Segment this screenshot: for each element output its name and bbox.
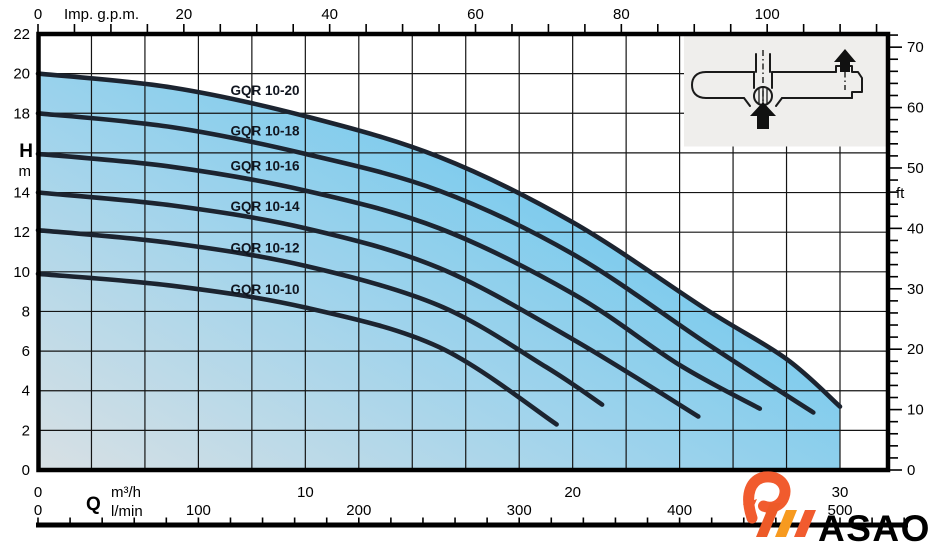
logo-stripe-3 <box>794 510 816 537</box>
lmin-tick-label: 400 <box>667 502 692 519</box>
pump-schematic-inset <box>684 34 886 147</box>
h-tick-label: 4 <box>22 383 30 400</box>
curves-layer: GQR 10-20 GQR 10-18 GQR 10-16 GQR 10-14 GQR … <box>35 71 843 427</box>
h-tick-label: 10 <box>13 264 30 281</box>
curve-label: GQR 10-20 <box>230 83 299 98</box>
lmin-tick-label: 500 <box>827 502 852 519</box>
gpm-tick-label: 0 <box>34 6 42 23</box>
lmin-axis-unit: l/min <box>111 503 143 520</box>
h-tick-label: 6 <box>22 343 30 360</box>
pump-left-cap <box>691 71 707 99</box>
pump-curve <box>35 151 763 411</box>
ft-tick-label: 70 <box>907 39 924 56</box>
pump-body-outline <box>691 53 863 107</box>
axis-labels-layer: 0 20 40 60 80 1002220181412108642070605040302… <box>13 6 923 519</box>
head-axis-symbol: H <box>19 141 33 162</box>
lmin-tick-label: 200 <box>346 502 371 519</box>
flow-arrow-up-center-icon <box>750 102 776 129</box>
h-tick-label: 8 <box>22 303 30 320</box>
m3h-tick-label: 0 <box>34 484 42 501</box>
h-tick-label: 0 <box>22 462 30 479</box>
gpm-axis-title: Imp. g.p.m. <box>64 6 139 23</box>
pump-curve <box>35 271 559 427</box>
pump-curve <box>35 190 701 419</box>
lmin-tick-label: 300 <box>507 502 532 519</box>
plot-frame <box>36 31 891 473</box>
logo-stripe-2 <box>775 510 797 537</box>
h-tick-label: 12 <box>13 224 30 241</box>
flow-arrow-up-right-icon <box>834 49 856 72</box>
curve-label: GQR 10-18 <box>230 124 300 139</box>
pump-curve <box>35 227 605 407</box>
ft-tick-label: 30 <box>907 281 924 298</box>
ft-tick-label: 40 <box>907 220 924 237</box>
gpm-tick-label: 20 <box>175 6 192 23</box>
h-tick-label: 20 <box>13 66 30 83</box>
ft-tick-label: 10 <box>907 402 924 419</box>
pump-curve <box>35 71 843 409</box>
flow-axis-symbol: Q <box>86 494 101 515</box>
head-axis-unit: m <box>19 163 32 180</box>
h-tick-label: 22 <box>13 26 30 43</box>
lmin-tick-label: 100 <box>186 502 211 519</box>
logo-text: ASAO <box>818 508 931 542</box>
m3h-axis-unit: m³/h <box>111 484 141 501</box>
gpm-tick-label: 60 <box>467 6 484 23</box>
logo-stripe-1 <box>756 503 781 537</box>
gpm-tick-label: 40 <box>321 6 338 23</box>
ft-tick-label: 0 <box>907 462 915 479</box>
ft-tick-label: 20 <box>907 341 924 358</box>
gpm-tick-label: 80 <box>613 6 630 23</box>
gpm-tick-label: 100 <box>755 6 780 23</box>
m3h-tick-label: 30 <box>832 484 849 501</box>
ft-tick-label: 60 <box>907 100 924 117</box>
swan-beak-icon <box>743 499 757 515</box>
curve-label: GQR 10-10 <box>230 282 299 297</box>
suction-pipe <box>755 53 771 73</box>
curve-label: GQR 10-16 <box>230 158 300 173</box>
ft-tick-label: 50 <box>907 160 924 177</box>
ft-axis-unit: ft <box>896 185 905 202</box>
h-tick-label: 2 <box>22 422 30 439</box>
asao-logo: ASAO <box>743 471 931 542</box>
m3h-tick-label: 10 <box>297 484 314 501</box>
curve-label: GQR 10-14 <box>230 199 300 214</box>
lmin-tick-label: 0 <box>34 502 42 519</box>
pump-inner-lines <box>743 71 783 107</box>
pump-curve <box>35 111 816 415</box>
m3h-tick-label: 20 <box>564 484 581 501</box>
h-tick-label: 14 <box>13 185 30 202</box>
inset-background <box>684 34 886 147</box>
h-tick-label: 18 <box>13 105 30 122</box>
curve-label: GQR 10-12 <box>230 241 299 256</box>
